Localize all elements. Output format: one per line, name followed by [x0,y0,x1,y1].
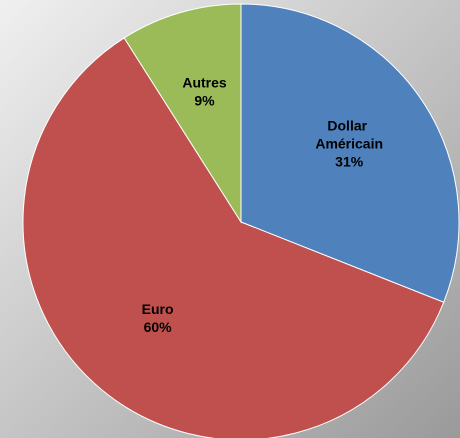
value-label: 60% [144,319,173,335]
label-line: Dollar [327,117,371,133]
value-label: 9% [194,92,215,108]
category-label: Dollar Américain [315,117,383,151]
category-label: Euro [142,301,174,317]
pie-slice [123,3,242,224]
pie-slice [240,3,460,303]
category-label: Autres [182,74,227,90]
label-line: Euro [142,301,174,317]
label-line: Américain [315,135,383,151]
value-label: 31% [335,153,364,169]
pie-slice [22,37,445,438]
label-line: Autres [182,74,227,90]
